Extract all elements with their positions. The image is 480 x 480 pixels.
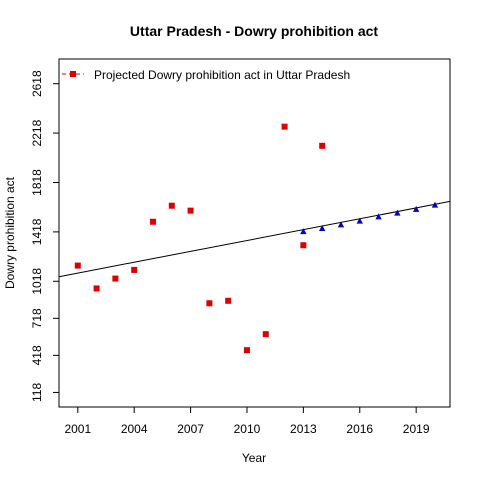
x-tick-label-3: 2010 [234,422,261,436]
y-axis-label: Dowry prohibition act [3,176,17,289]
x-tick-label-1: 2004 [121,422,148,436]
point-series0-9 [244,347,250,353]
x-tick-label-6: 2019 [403,422,430,436]
point-series0-10 [263,331,269,337]
x-tick-label-0: 2001 [64,422,91,436]
y-tick-label-5: 1818 [30,169,44,196]
y-tick-label-0: 118 [30,383,44,402]
x-axis-label: Year [242,451,266,465]
trend-line [59,201,450,276]
y-tick-label-6: 2218 [30,119,44,146]
y-tick-label-1: 418 [30,345,44,365]
x-tick-label-5: 2016 [346,422,373,436]
legend-marker [70,71,76,77]
point-series0-4 [150,219,156,225]
point-series0-0 [75,263,81,269]
y-tick-label-7: 2618 [30,70,44,97]
point-series1-6 [413,206,419,212]
x-axis: 2001 2004 2007 2010 2013 2016 2019 [64,407,429,436]
y-axis: 118 418 718 1018 1418 1818 2218 2618 [30,70,59,402]
point-series0-8 [225,298,231,304]
x-tick-label-4: 2013 [290,422,317,436]
point-series0-6 [188,208,194,214]
legend: Projected Dowry prohibition act in Uttar… [62,68,350,82]
point-series0-2 [112,276,118,282]
point-series0-12 [300,242,306,248]
point-series0-13 [319,143,325,149]
point-series0-5 [169,203,175,209]
x-tick-label-2: 2007 [177,422,204,436]
trend-line-group [59,201,450,276]
legend-label: Projected Dowry prohibition act in Uttar… [94,68,350,82]
point-series1-5 [394,210,400,216]
y-tick-label-3: 1018 [30,268,44,295]
y-tick-label-2: 718 [30,308,44,328]
point-series0-11 [282,124,288,130]
point-series0-7 [206,300,212,306]
chart-title: Uttar Pradesh - Dowry prohibition act [130,23,378,39]
point-series0-1 [94,285,100,291]
plot-area [59,59,450,407]
point-series0-3 [131,267,137,273]
y-tick-label-4: 1418 [30,218,44,245]
